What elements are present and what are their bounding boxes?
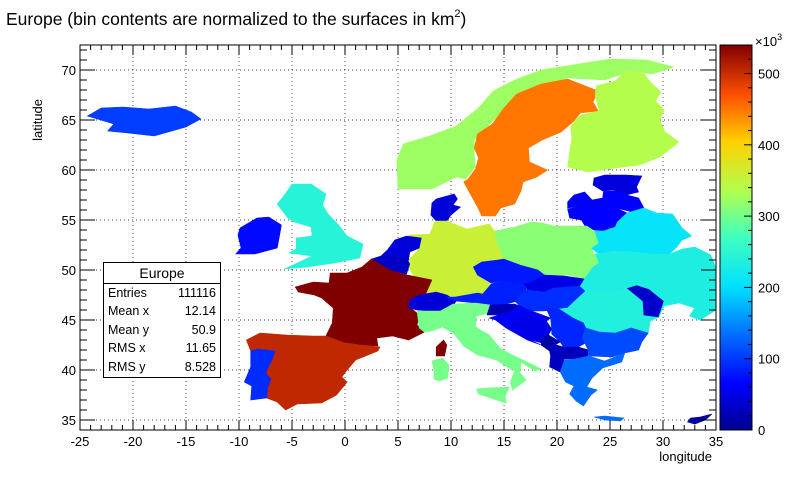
region-sicily: [475, 386, 510, 404]
y-tick-label: 60: [62, 163, 76, 178]
y-tick-label: 35: [62, 413, 76, 428]
region-portugal: [243, 348, 276, 401]
x-tick-label: -15: [177, 434, 196, 449]
y-axis-label: latitude: [30, 99, 45, 141]
region-sardinia: [431, 357, 450, 382]
stats-value: 50.9: [191, 322, 216, 337]
region-denmark: [430, 193, 462, 222]
stats-row-rms-y: RMS y 8.528: [104, 358, 220, 376]
colorbar-tick-label: 100: [758, 352, 780, 367]
x-tick-label: 20: [550, 434, 564, 449]
x-tick-label: -20: [124, 434, 143, 449]
y-tick-label: 55: [62, 213, 76, 228]
colorbar-multiplier: ×103: [755, 32, 782, 49]
region-italy: [416, 302, 542, 391]
y-tick-label: 50: [62, 263, 76, 278]
x-tick-label: 10: [444, 434, 458, 449]
colorbar-tick-label: 0: [758, 423, 765, 438]
x-tick-label: 0: [341, 434, 348, 449]
stats-row-mean-y: Mean y 50.9: [104, 321, 220, 339]
colorbar-tick-label: 500: [758, 67, 780, 82]
region-finland: [567, 70, 680, 173]
stats-label: RMS y: [108, 359, 146, 374]
colorbar: [719, 44, 753, 431]
region-sweden: [463, 78, 599, 217]
country-regions: [86, 58, 716, 425]
stats-row-mean-x: Mean x 12.14: [104, 302, 220, 320]
stats-value: 111116: [177, 286, 216, 300]
y-tick-label: 65: [62, 113, 76, 128]
x-tick-label: -25: [71, 434, 90, 449]
region-greece: [559, 352, 626, 407]
x-tick-label: 35: [709, 434, 723, 449]
stats-label: RMS x: [108, 341, 146, 356]
x-tick-label: 15: [497, 434, 511, 449]
region-iceland: [86, 105, 202, 137]
stats-label: Mean x: [108, 304, 149, 319]
colorbar-axis: 0 100 200 300 400 500: [744, 58, 780, 438]
region-united-kingdom: [276, 183, 364, 270]
x-tick-label: -5: [286, 434, 298, 449]
stats-title: Europe: [104, 263, 220, 284]
region-france: [294, 258, 433, 347]
stats-box: Europe Entries 111116 Mean x 12.14 Mean y 5…: [103, 262, 221, 378]
x-tick-label: 30: [656, 434, 670, 449]
colorbar-tick-label: 300: [758, 209, 780, 224]
stats-row-rms-x: RMS x 11.65: [104, 339, 220, 357]
stats-value: 12.14: [184, 304, 216, 319]
colorbar-tick-label: 400: [758, 138, 780, 153]
x-tick-label: 25: [603, 434, 617, 449]
axes: -25 -20 -15 -10 -5 0 5 10 15 20 25 30 35 35 40 45 50 55 60…: [62, 45, 723, 449]
stats-value: 8.528: [184, 359, 216, 374]
region-corsica: [435, 339, 448, 357]
region-ireland: [235, 216, 282, 255]
chart-title: Europe (bin contents are normalized to t…: [6, 8, 466, 29]
y-tick-label: 40: [62, 363, 76, 378]
stats-label: Mean y: [108, 322, 149, 337]
x-tick-label: 5: [394, 434, 401, 449]
y-tick-label: 70: [62, 63, 76, 78]
colorbar-tick-label: 200: [758, 280, 780, 295]
region-crete: [594, 415, 625, 422]
region-cyprus: [686, 413, 713, 425]
y-tick-label: 45: [62, 313, 76, 328]
x-tick-label: -10: [230, 434, 249, 449]
x-axis-label: longitude: [659, 449, 712, 464]
region-estonia: [592, 174, 643, 196]
stats-row-entries: Entries 111116: [104, 284, 220, 302]
region-ukraine: [579, 246, 716, 321]
stats-label: Entries: [108, 286, 147, 300]
stats-value: 11.65: [185, 341, 216, 356]
